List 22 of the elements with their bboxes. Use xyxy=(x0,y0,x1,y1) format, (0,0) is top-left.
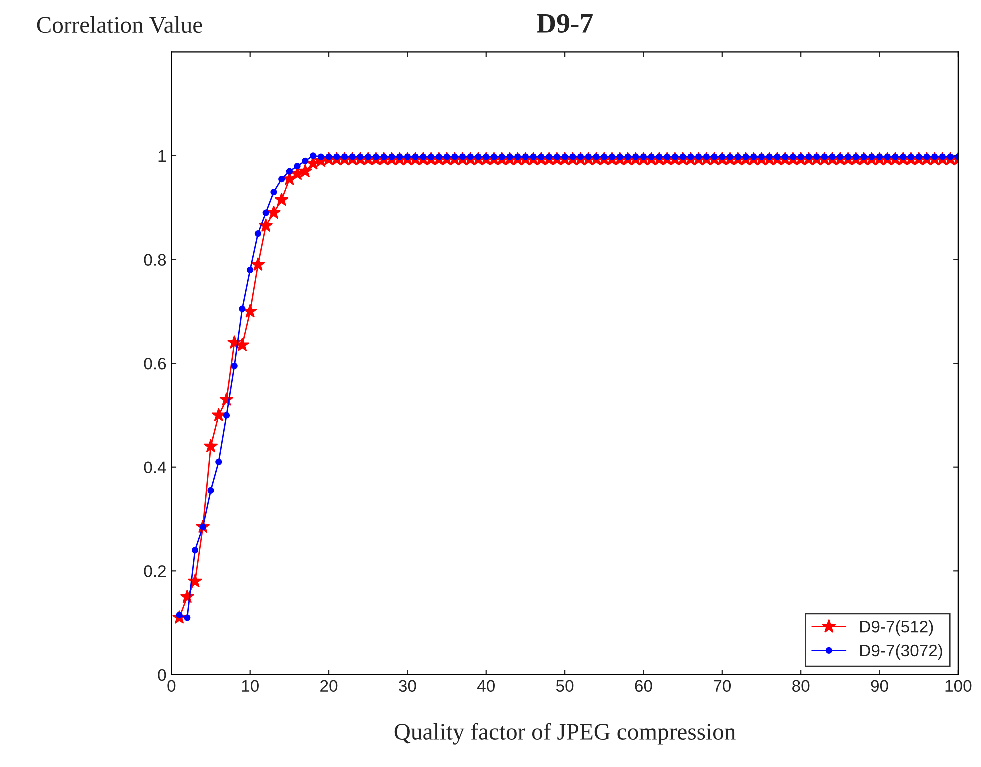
x-tick-label: 10 xyxy=(242,680,259,692)
x-tick-label: 20 xyxy=(320,680,338,692)
y-axis-title: Correlation Value xyxy=(37,16,202,34)
x-tick-label: 0 xyxy=(168,680,176,692)
x-tick-label: 60 xyxy=(635,680,652,692)
x-tick-label: 50 xyxy=(556,680,574,692)
x-tick-label: 90 xyxy=(871,680,888,692)
x-tick-label: 100 xyxy=(946,680,972,692)
chart-title: D9-7 xyxy=(537,14,593,33)
y-tick-label: 1 xyxy=(158,150,166,162)
y-tick-label: 0.8 xyxy=(144,254,166,266)
y-tick-label: 0.6 xyxy=(144,358,166,370)
legend-label: D9-7(3072) xyxy=(860,644,942,660)
x-axis-title: Quality factor of JPEG compression xyxy=(394,723,736,745)
y-tick-label: 0 xyxy=(158,669,166,682)
legend-label: D9-7(512) xyxy=(860,620,934,636)
x-tick-label: 30 xyxy=(399,680,416,692)
x-tick-label: 70 xyxy=(714,680,732,692)
x-tick-label: 80 xyxy=(792,680,810,692)
y-tick-label: 0.2 xyxy=(144,566,166,578)
x-tick-label: 40 xyxy=(477,680,495,692)
y-tick-label: 0.4 xyxy=(144,462,166,474)
